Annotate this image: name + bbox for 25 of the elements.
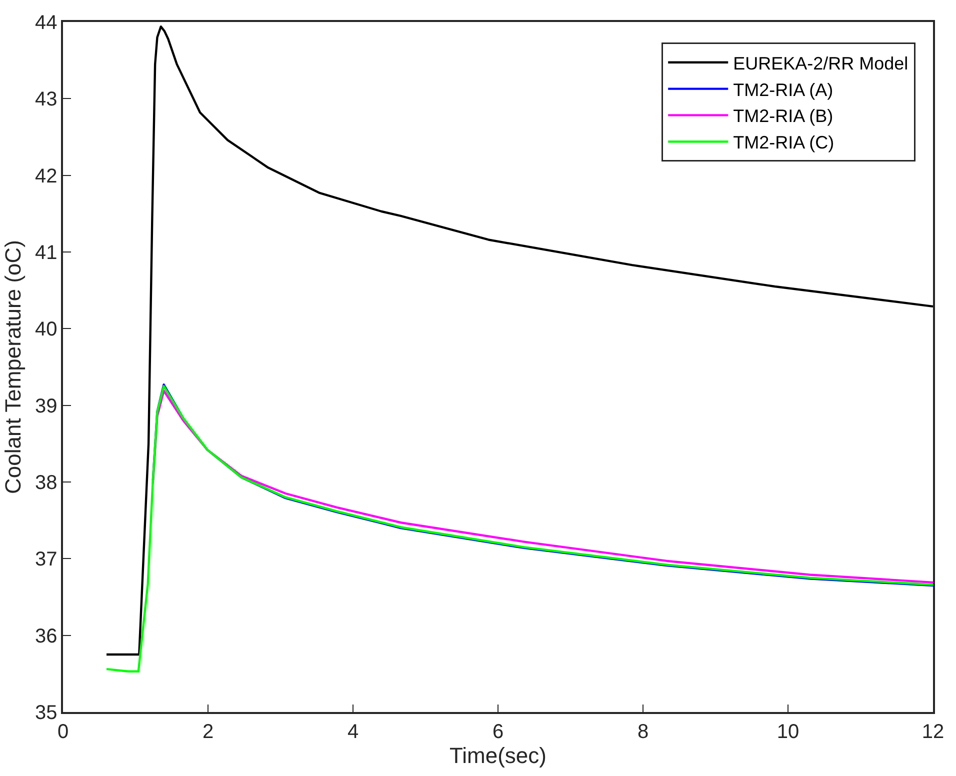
- y-tick-label: 35: [35, 702, 58, 724]
- y-tick-label: 42: [35, 165, 58, 188]
- y-tick-label: 36: [35, 625, 58, 648]
- y-tick-label: 38: [35, 472, 58, 494]
- y-axis-title: Coolant Temperature (oC): [0, 240, 26, 494]
- y-tick-label: 37: [35, 548, 58, 571]
- y-tick-label: 43: [35, 88, 58, 111]
- y-tick-label: 44: [35, 12, 58, 34]
- x-tick-label: 6: [492, 720, 504, 743]
- x-tick-label: 2: [202, 720, 214, 743]
- x-axis-title: Time(sec): [450, 743, 546, 768]
- legend-label: TM2-RIA (B): [733, 106, 834, 126]
- line-series: [105, 26, 933, 656]
- legend-label: EUREKA-2/RR Model: [733, 53, 908, 74]
- x-tick-label: 10: [776, 720, 800, 743]
- y-tick-label: 41: [35, 242, 58, 264]
- y-tick-label: 40: [35, 318, 58, 341]
- y-tick-label: 39: [35, 395, 58, 418]
- legend-label: TM2-RIA (C): [733, 132, 834, 153]
- x-tick-label: 8: [637, 720, 649, 743]
- x-tick-label: 12: [922, 720, 944, 743]
- x-tick-label: 4: [347, 720, 359, 743]
- legend-label: TM2-RIA (A): [733, 80, 834, 100]
- x-tick-label: 0: [57, 720, 69, 743]
- line-series: [105, 385, 933, 672]
